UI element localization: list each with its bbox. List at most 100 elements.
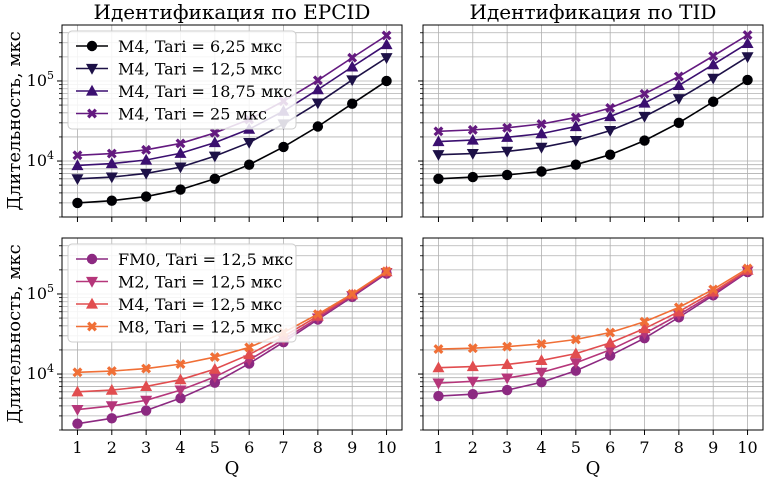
- data-point: [140, 153, 153, 165]
- data-point: [87, 321, 97, 332]
- y-tick-exponent: 4: [47, 362, 54, 375]
- series-line: [77, 57, 387, 180]
- data-point: [208, 136, 221, 148]
- plot-frame: [61, 237, 403, 431]
- legend-label: M4, Tari = 12,5 мкс: [118, 295, 282, 314]
- data-point: [71, 159, 84, 171]
- data-point: [638, 322, 651, 334]
- data-point: [86, 297, 98, 309]
- y-tick-exponent: 5: [47, 282, 54, 295]
- chart-panel-1: 10 4 105 Идентификация по EPCID Длительность…: [4, 0, 403, 222]
- x-tick-label: 1: [433, 438, 443, 457]
- y-tick-label: 105: [27, 69, 54, 90]
- y-tick-base: 10: [27, 71, 47, 90]
- y-tick-exponent: 4: [47, 149, 54, 162]
- data-point: [741, 52, 754, 64]
- data-point: [501, 146, 514, 158]
- data-point: [707, 58, 720, 70]
- plot-frame: [422, 24, 764, 218]
- chart-title: Идентификация по EPCID: [94, 0, 371, 24]
- data-point: [86, 276, 98, 288]
- data-point: [311, 98, 324, 110]
- x-tick-label: 7: [639, 438, 649, 457]
- data-point: [466, 360, 479, 372]
- data-point: [570, 159, 582, 170]
- data-point: [209, 127, 220, 138]
- x-tick-label: 3: [502, 438, 512, 457]
- x-axis-label: Q: [586, 458, 601, 479]
- chart-panel-2: Идентификация по TID: [418, 0, 764, 222]
- data-point: [105, 157, 118, 169]
- data-point: [467, 388, 478, 400]
- data-point: [86, 63, 98, 75]
- data-point: [381, 266, 392, 277]
- data-point: [673, 302, 684, 313]
- legend: M4, Tari = 6,25 мкс M4, Tari = 12,5 мкс M4…: [67, 30, 297, 130]
- data-point: [175, 392, 186, 404]
- series-2: [432, 266, 754, 390]
- data-point: [381, 30, 392, 41]
- legend-item: M8, Tari = 12,5 мкс: [76, 318, 282, 337]
- series-1: [72, 75, 392, 209]
- data-point: [346, 60, 359, 72]
- series-4: [433, 263, 753, 355]
- data-point: [174, 373, 187, 385]
- data-point: [467, 171, 478, 183]
- data-point: [243, 137, 256, 149]
- data-point: [140, 380, 153, 392]
- data-point: [741, 37, 754, 48]
- plot-frame: [422, 237, 764, 431]
- x-tick-label: 4: [175, 438, 185, 457]
- legend-label: M2, Tari = 12,5 мкс: [118, 273, 282, 292]
- data-point: [174, 147, 187, 158]
- chart-panel-4: 1 2 3 4 5 6 7 8 9 10 Q: [418, 237, 764, 479]
- legend-label: M4, Tari = 12,5 мкс: [118, 60, 282, 79]
- data-point: [208, 372, 221, 384]
- data-point: [638, 111, 651, 123]
- data-point: [569, 358, 582, 370]
- data-point: [742, 74, 753, 86]
- series-line: [438, 271, 749, 397]
- data-point: [208, 151, 221, 163]
- data-point: [466, 133, 479, 145]
- x-tick-label: 4: [536, 438, 546, 457]
- data-point: [604, 336, 617, 348]
- data-point: [672, 94, 685, 105]
- data-point: [432, 150, 445, 161]
- data-point: [708, 96, 719, 107]
- data-point: [742, 30, 753, 40]
- data-point: [380, 38, 393, 50]
- data-point: [638, 96, 651, 108]
- data-point: [105, 172, 118, 184]
- data-point: [502, 122, 513, 133]
- data-point: [536, 166, 547, 177]
- data-point: [174, 162, 187, 174]
- data-point: [672, 79, 685, 91]
- y-tick-label: 104: [27, 362, 54, 383]
- data-point: [71, 404, 84, 416]
- x-tick-label: 10: [737, 438, 757, 457]
- data-point: [86, 84, 98, 96]
- x-tick-label: 5: [571, 438, 581, 457]
- data-point: [347, 289, 358, 299]
- data-point: [141, 363, 152, 374]
- y-tick-exponent: 5: [47, 69, 54, 82]
- data-point: [536, 119, 547, 129]
- series-line: [438, 270, 748, 384]
- data-point: [639, 316, 650, 327]
- y-tick-base: 10: [27, 364, 47, 383]
- series-line: [438, 42, 748, 143]
- data-point: [673, 71, 684, 82]
- legend-item: M4, Tari = 18,75 мкс: [76, 82, 292, 101]
- data-point: [311, 83, 324, 95]
- x-tick-label: 8: [313, 438, 323, 457]
- y-axis-label: Длительность, мкс: [4, 31, 25, 210]
- data-point: [570, 365, 582, 376]
- data-point: [535, 354, 548, 366]
- x-tick-label: 9: [708, 438, 718, 457]
- data-point: [86, 253, 98, 265]
- x-tick-label: 8: [674, 438, 684, 457]
- data-point: [466, 148, 479, 160]
- data-point: [605, 103, 616, 113]
